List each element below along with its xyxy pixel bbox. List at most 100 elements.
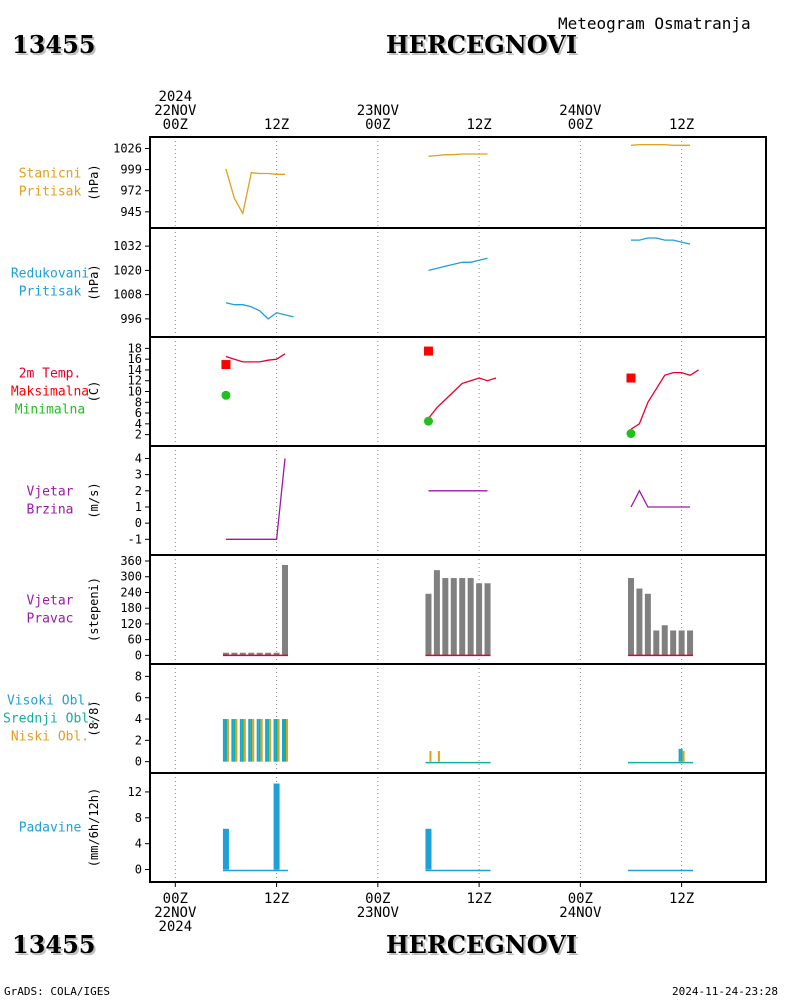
top-time-label: 22NOV: [154, 103, 197, 119]
footer-timestamp: 2024-11-24-23:28: [672, 985, 778, 998]
y-tick-label: 999: [120, 163, 142, 177]
y-axis-unit: (m/s): [87, 482, 101, 518]
cloud-bar: [429, 751, 432, 762]
y-axis-unit: (8/8): [87, 700, 101, 736]
bar: [484, 583, 491, 656]
y-tick-label: 8: [135, 811, 142, 825]
cloud-bar: [275, 719, 278, 762]
max-temp-marker: [626, 373, 636, 383]
bottom-time-label: 12Z: [264, 891, 289, 907]
bar: [670, 630, 677, 656]
panel-label: Minimalna: [15, 403, 85, 418]
bar: [476, 583, 483, 656]
y-axis-unit: (C): [87, 381, 101, 403]
panel-label: Pritisak: [19, 285, 82, 300]
cloud-bar: [241, 719, 244, 762]
cloud-bar: [235, 719, 238, 762]
bottom-time-label: 23NOV: [357, 905, 400, 921]
top-time-label: 23NOV: [357, 103, 400, 119]
y-tick-label: 0: [135, 516, 142, 530]
bar: [239, 652, 246, 656]
cloud-bar: [258, 719, 261, 762]
station-id-top: 13455: [12, 30, 96, 59]
cloud-bar: [222, 719, 225, 762]
top-time-label: 24NOV: [559, 103, 602, 119]
y-tick-label: 1026: [113, 141, 142, 155]
cloud-bar: [248, 719, 251, 762]
cloud-bar: [265, 719, 268, 762]
y-tick-label: 0: [135, 863, 142, 877]
y-axis-unit: (hPa): [87, 164, 101, 200]
bar: [273, 652, 280, 656]
panel-label: Stanicni: [19, 167, 82, 182]
bottom-time-label: 12Z: [669, 891, 694, 907]
bar: [222, 652, 229, 656]
station-id-bottom: 13455: [12, 930, 96, 959]
cloud-bar: [252, 719, 255, 762]
bar: [442, 578, 449, 656]
y-tick-label: 4: [135, 417, 142, 431]
bar: [265, 652, 272, 656]
bar: [425, 593, 432, 656]
cloud-bar: [267, 719, 270, 762]
series-line: [428, 257, 488, 272]
y-tick-label: 12: [128, 374, 142, 388]
y-tick-label: 1032: [113, 239, 142, 253]
panel-label: Pritisak: [19, 185, 82, 200]
series-line: [630, 369, 699, 430]
bottom-time-label: 2024: [158, 919, 192, 935]
bar: [661, 625, 668, 656]
top-time-label: 00Z: [163, 117, 188, 133]
panel-frame: [149, 136, 767, 229]
y-tick-label: 972: [120, 184, 142, 198]
y-axis-unit: (mm/6h/12h): [87, 788, 101, 867]
panel-label: Redukovani: [11, 267, 89, 282]
cloud-bar: [243, 719, 246, 762]
panel-label: Pravac: [27, 612, 74, 627]
cloud-bar: [256, 719, 259, 762]
panel-label: Vjetar: [27, 485, 74, 500]
y-tick-label: 300: [120, 570, 142, 584]
y-axis-unit: (stepeni): [87, 577, 101, 642]
cloud-bar: [282, 719, 285, 762]
cloud-bar: [286, 719, 289, 762]
cloud-bar: [231, 719, 234, 762]
top-time-label: 00Z: [568, 117, 593, 133]
top-time-label: 12Z: [466, 117, 491, 133]
panel-label: Brzina: [27, 503, 74, 518]
max-temp-marker: [221, 360, 231, 370]
min-temp-marker: [221, 390, 231, 400]
cloud-bar: [678, 748, 681, 762]
y-tick-label: 8: [135, 395, 142, 409]
bar: [450, 578, 457, 656]
subtitle: Meteogram Osmatranja: [558, 14, 751, 33]
bar: [653, 630, 660, 656]
y-tick-label: 1020: [113, 263, 142, 277]
y-tick-label: 2: [135, 428, 142, 442]
top-time-label: 12Z: [669, 117, 694, 133]
bottom-time-label: 00Z: [365, 891, 390, 907]
y-tick-label: 8: [135, 669, 142, 683]
series-line: [225, 302, 294, 320]
bar: [687, 630, 694, 656]
series-line: [630, 143, 691, 146]
panel-frame: [149, 772, 767, 883]
cloud-bar: [277, 719, 280, 762]
cloud-bar: [269, 719, 272, 762]
bar: [678, 630, 685, 656]
y-tick-label: 3: [135, 468, 142, 482]
y-axis-unit: (hPa): [87, 264, 101, 300]
series-line: [630, 489, 691, 508]
y-tick-label: 945: [120, 205, 142, 219]
bottom-time-label: 00Z: [568, 891, 593, 907]
bottom-time-label: 22NOV: [154, 905, 197, 921]
series-line: [225, 168, 285, 216]
y-tick-label: 0: [135, 648, 142, 662]
y-tick-label: 6: [135, 406, 142, 420]
cloud-bar: [250, 719, 253, 762]
y-tick-label: 12: [128, 785, 142, 799]
bottom-time-label: 00Z: [163, 891, 188, 907]
bar: [273, 783, 280, 870]
y-tick-label: 1008: [113, 288, 142, 302]
bar: [256, 652, 263, 656]
